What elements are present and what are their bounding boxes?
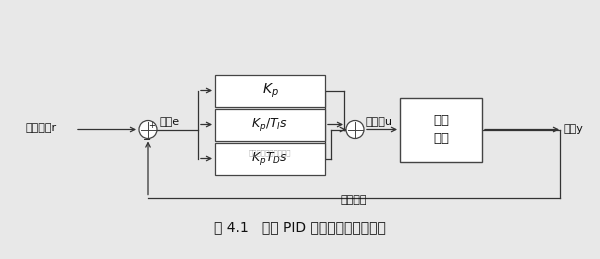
Text: +: + bbox=[149, 121, 155, 130]
Text: 控制量u: 控制量u bbox=[366, 118, 393, 127]
Text: 偏差e: 偏差e bbox=[159, 118, 179, 127]
Bar bbox=[400, 97, 482, 162]
Text: 上海水泵阀门有限公司: 上海水泵阀门有限公司 bbox=[249, 149, 291, 156]
Text: 参考输入r: 参考输入r bbox=[25, 124, 56, 133]
Text: $K_p/T_I s$: $K_p/T_I s$ bbox=[251, 116, 289, 133]
Text: 输出y: 输出y bbox=[564, 124, 584, 133]
Bar bbox=[215, 142, 325, 175]
Text: $K_p$: $K_p$ bbox=[262, 81, 278, 100]
Text: 对象: 对象 bbox=[433, 132, 449, 145]
Circle shape bbox=[346, 120, 364, 139]
Bar bbox=[215, 75, 325, 106]
Bar bbox=[215, 109, 325, 140]
Text: −: − bbox=[143, 135, 151, 146]
Text: 反馈信号: 反馈信号 bbox=[341, 196, 367, 205]
Text: 图 4.1   实现 PID 控制的控制系统结构: 图 4.1 实现 PID 控制的控制系统结构 bbox=[214, 220, 386, 234]
Text: $K_p T_D s$: $K_p T_D s$ bbox=[251, 150, 289, 167]
Circle shape bbox=[139, 120, 157, 139]
Text: 被控: 被控 bbox=[433, 114, 449, 127]
